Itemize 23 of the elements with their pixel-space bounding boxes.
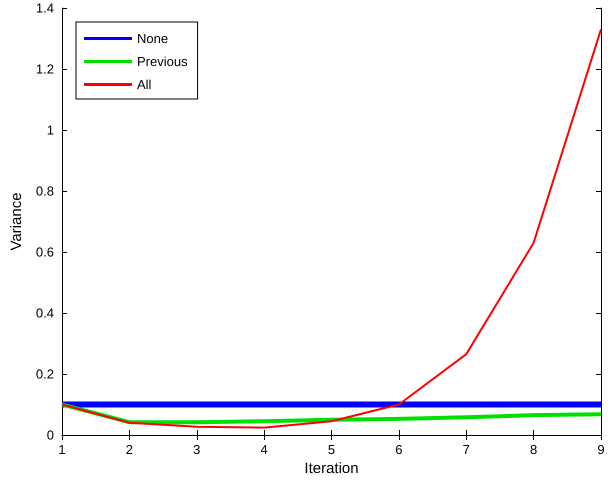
y-tick-label: 0 xyxy=(46,428,54,442)
x-tick-label: 5 xyxy=(328,442,336,457)
legend-label: All xyxy=(137,77,152,92)
x-tick-label: 3 xyxy=(193,442,200,457)
y-tick-label: 1.4 xyxy=(36,0,54,16)
x-tick-label: 6 xyxy=(395,442,402,457)
x-axis-title: Iteration xyxy=(304,460,359,477)
legend-label: None xyxy=(137,31,168,46)
line-series xyxy=(61,28,602,429)
y-tick-label: 1.2 xyxy=(36,62,54,76)
x-tick-label: 4 xyxy=(260,442,268,457)
legend-label: Previous xyxy=(137,54,188,69)
x-tick-label: 9 xyxy=(597,442,605,457)
y-tick-label: 0.8 xyxy=(36,184,54,198)
x-tick-label: 2 xyxy=(126,442,133,457)
x-tick-label: 8 xyxy=(530,442,538,457)
y-tick-label: 1 xyxy=(46,122,54,138)
y-axis-title: Variance xyxy=(8,192,25,251)
y-tick-label: 0.4 xyxy=(36,306,54,320)
y-tick-label: 0.6 xyxy=(36,244,54,260)
y-tick-label: 0.2 xyxy=(36,366,54,382)
x-tick-label: 1 xyxy=(58,442,66,457)
x-tick-label: 7 xyxy=(462,442,470,457)
